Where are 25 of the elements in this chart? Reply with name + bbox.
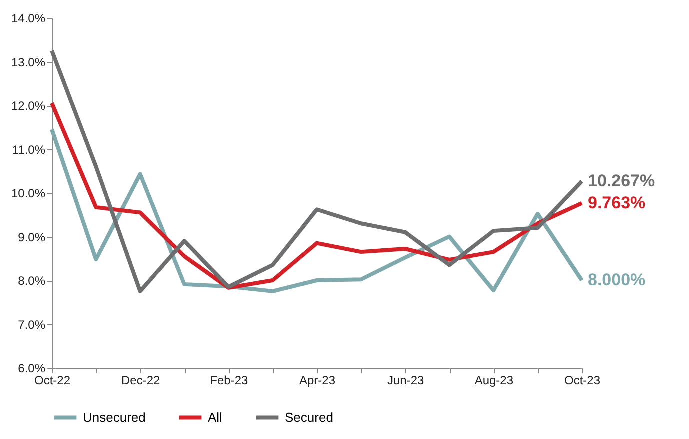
y-tick-label: 9.0% [18,230,46,244]
data-label: 8.000% [588,270,646,290]
x-tick-label: Jun-23 [387,374,424,388]
data-label: 9.763% [588,193,646,212]
y-tick-label: 11.0% [12,142,46,157]
x-tick-label: Aug-23 [474,374,514,388]
x-tick-label: Oct-23 [564,374,601,388]
data-label: 10.267% [588,171,656,190]
y-tick-label: 10.0% [11,186,46,200]
legend-label: Secured [285,410,334,425]
line-series [50,101,584,290]
y-tick-label: 14.0% [11,12,46,26]
legend-label: Unsecured [83,410,146,425]
y-tick-label: 7.0% [18,318,46,332]
y-tick-label: 6.0% [18,362,46,376]
y-tick-label: 8.0% [18,274,46,288]
x-tick-label: Feb-23 [210,374,248,388]
legend-label: All [208,410,223,425]
line-series [50,128,584,294]
y-tick-label: 13.0% [11,55,46,70]
x-tick-label: Oct-22 [34,374,71,388]
y-tick-label: 12.0% [11,99,46,113]
x-tick-label: Dec-22 [121,374,160,388]
line-series [50,48,584,294]
x-tick-label: Apr-23 [299,374,336,388]
